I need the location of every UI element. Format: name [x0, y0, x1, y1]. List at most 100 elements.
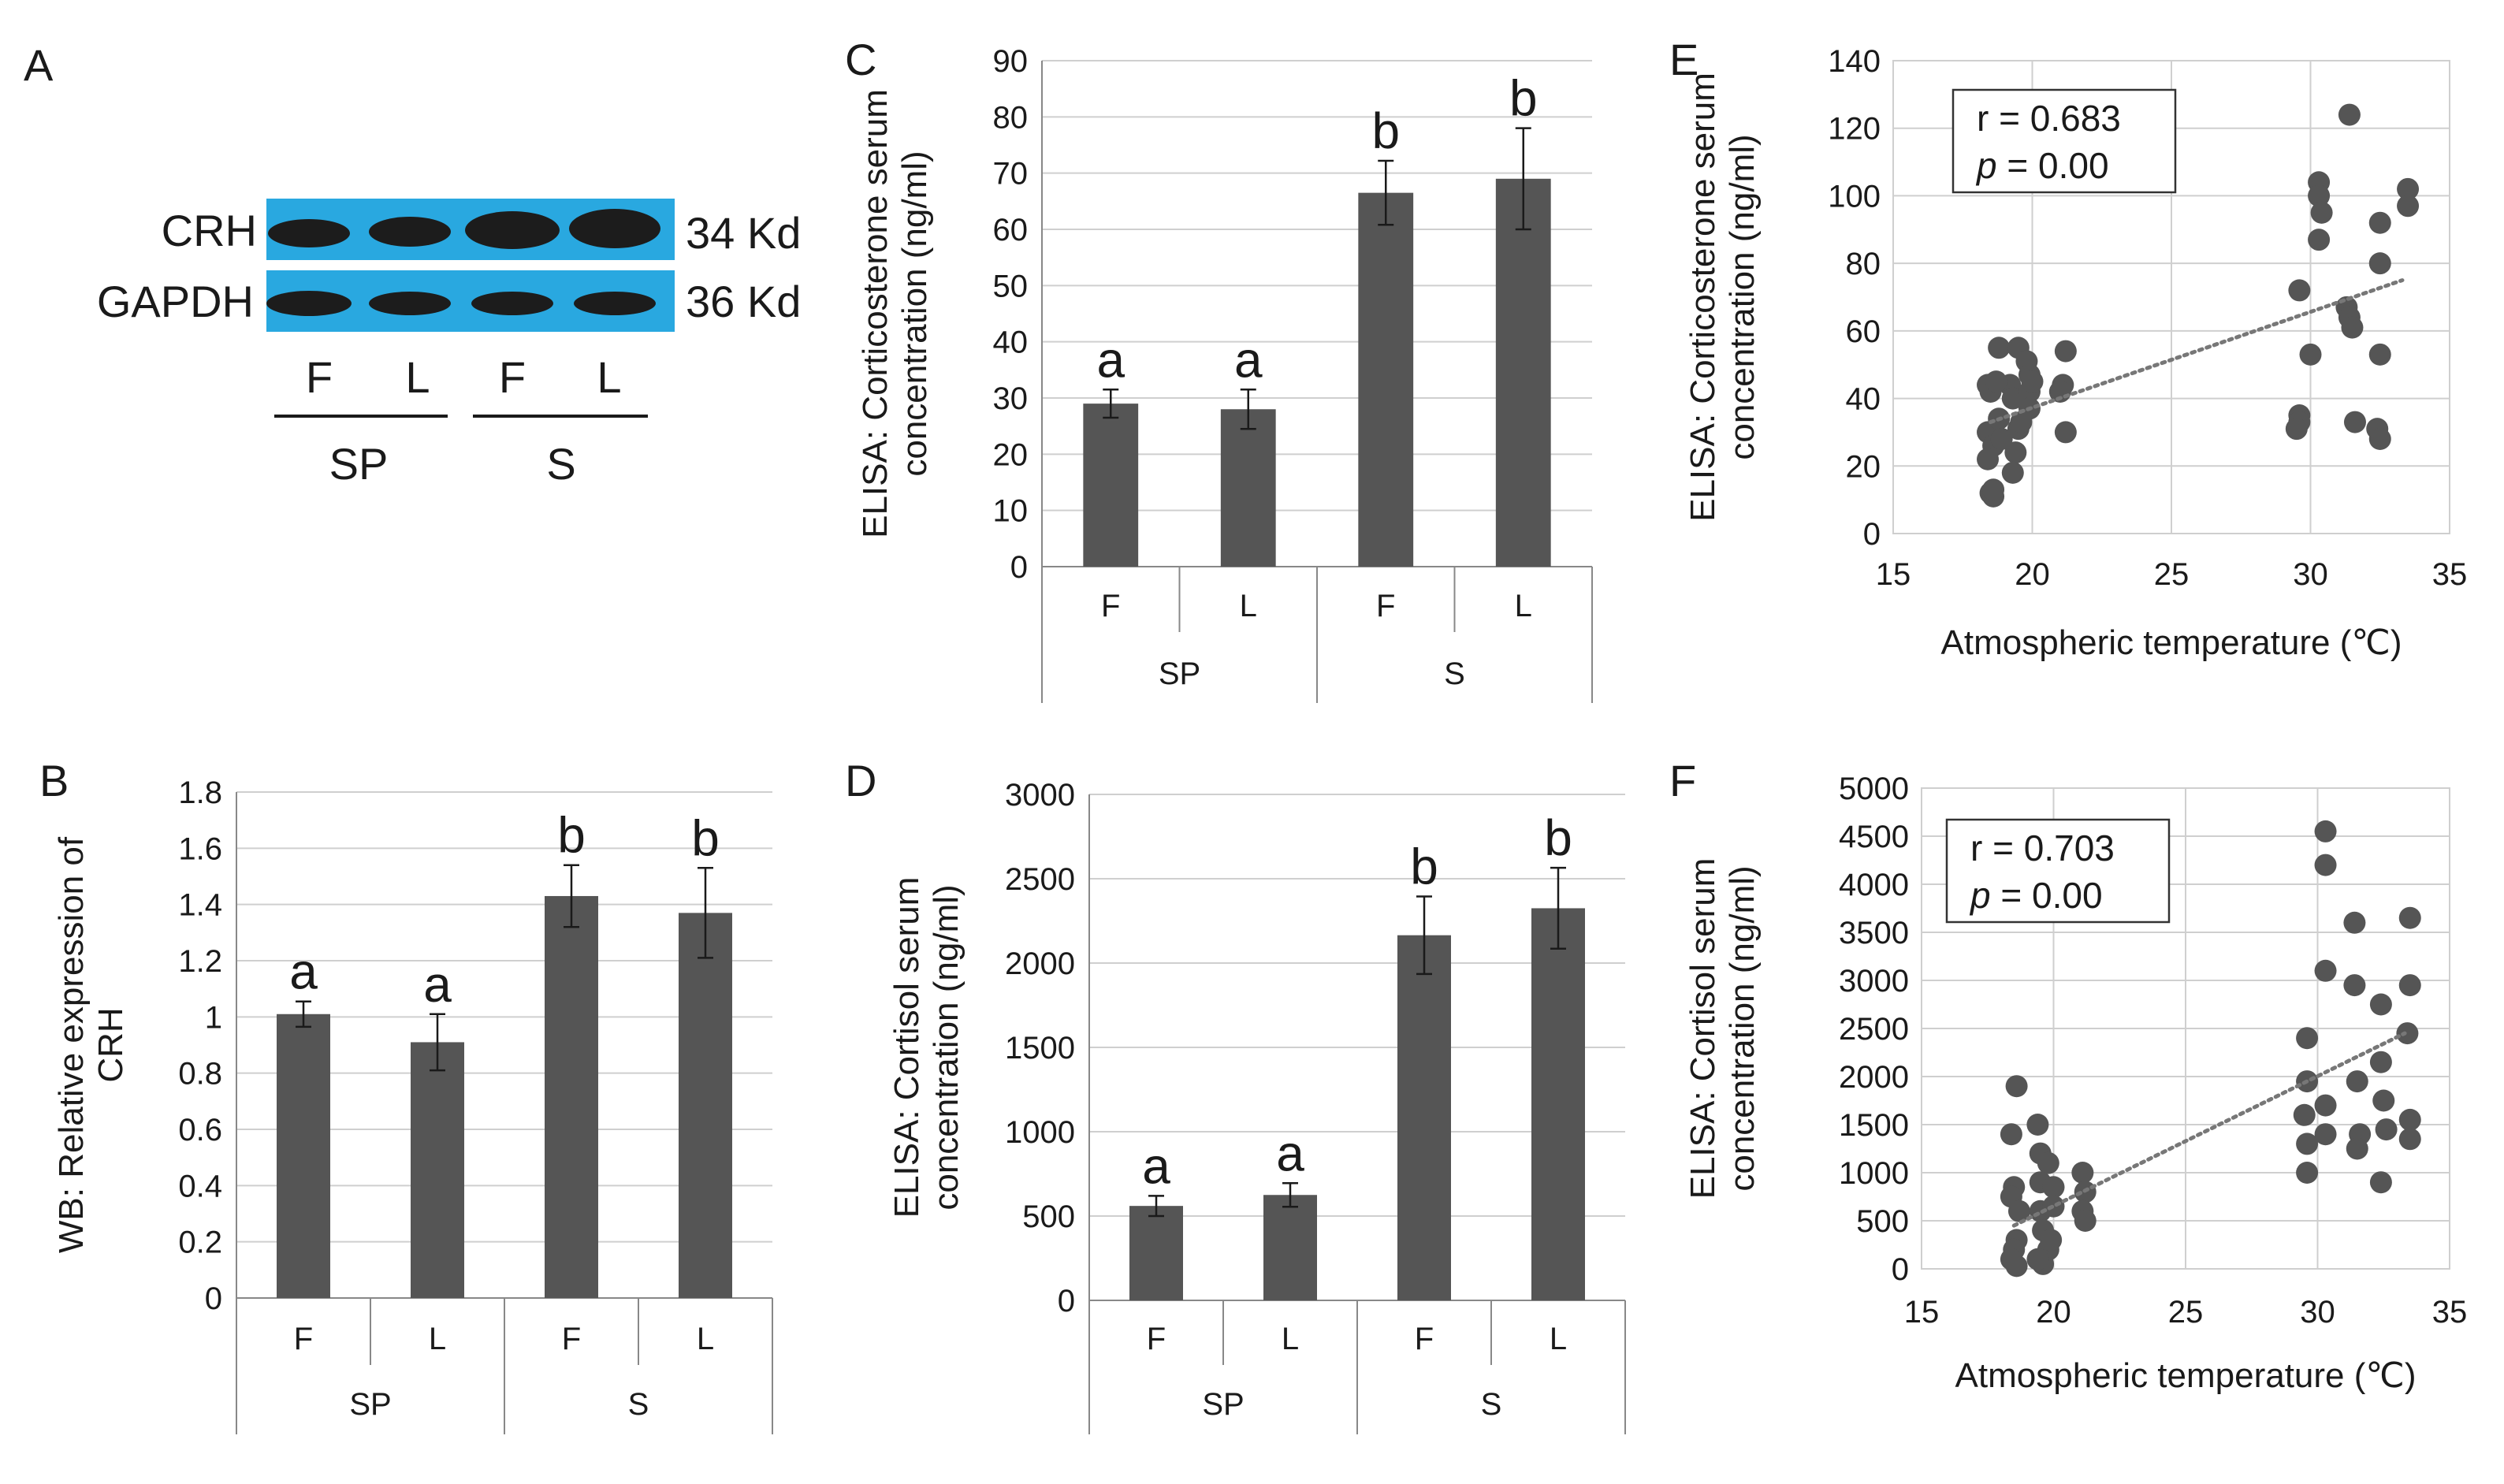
significance-letter-c: a [1096, 331, 1125, 388]
x-tick-label-b: L [429, 1322, 446, 1356]
y-tick-label-f: 1500 [1839, 1108, 1909, 1143]
scatter-point-f [2296, 1027, 2319, 1050]
x-tick-label-d: F [1147, 1322, 1166, 1356]
x-tick-label-f: 35 [2432, 1295, 2468, 1330]
x-tick-label-d: F [1415, 1322, 1434, 1356]
blot-group-label-sp: SP [329, 439, 389, 489]
group-label-c: S [1444, 656, 1465, 691]
scatter-point-f [2398, 906, 2421, 929]
scatter-point-e [2288, 279, 2311, 302]
x-tick-label-f: 30 [2300, 1295, 2335, 1330]
y-tick-label-d: 0 [1058, 1284, 1075, 1318]
significance-letter-c: b [1371, 102, 1400, 159]
scatter-point-f [2026, 1114, 2049, 1136]
scatter-point-e [2021, 370, 2044, 393]
scatter-point-f [2314, 820, 2337, 842]
band-gapdh-lane-3 [471, 292, 553, 315]
stats-box-e [1951, 88, 2177, 194]
stats-p-label-e: p [1975, 145, 1997, 186]
stats-r-f: r = 0.703 [1970, 828, 2115, 868]
bar-b [277, 1014, 330, 1298]
blot-row-label-gapdh: GAPDH [97, 277, 254, 326]
y-tick-label-e: 0 [1863, 517, 1881, 552]
x-tick-label-e: 30 [2293, 557, 2328, 592]
y-tick-label-f: 0 [1892, 1252, 1909, 1287]
scatter-point-f [2005, 1255, 2028, 1278]
stats-p-value-f: = 0.00 [1991, 875, 2103, 916]
scatter-point-e [2397, 177, 2420, 200]
x-tick-label-c: L [1515, 589, 1532, 623]
scatter-point-f [2343, 911, 2366, 934]
scatter-point-e [2054, 421, 2077, 444]
y-axis-label-e: ELISA: Corticosterone serumconcentration… [1684, 73, 1762, 522]
stats-p-f: p = 0.00 [1969, 875, 2103, 916]
bar-d [1531, 908, 1585, 1300]
y-tick-label-f: 3500 [1839, 916, 1909, 950]
y-tick-label-e: 40 [1846, 382, 1881, 417]
y-tick-label-c: 20 [993, 437, 1029, 472]
scatter-point-f [2375, 1118, 2398, 1141]
bar-b [679, 913, 732, 1298]
band-crh-lane-4 [569, 209, 660, 248]
scatter-point-f [2314, 1094, 2337, 1117]
bar-b [545, 895, 598, 1298]
significance-letter-d: a [1142, 1137, 1170, 1194]
y-tick-label-b: 1.4 [178, 888, 222, 923]
bar-c [1358, 192, 1414, 567]
scatter-point-e [2010, 411, 2033, 433]
x-tick-label-f: 20 [2036, 1295, 2071, 1330]
x-tick-label-c: L [1240, 589, 1257, 623]
group-label-c: SP [1159, 656, 1200, 691]
scatter-point-e [2001, 387, 2024, 410]
y-tick-label-b: 0.2 [178, 1226, 222, 1260]
y-tick-label-d: 2000 [1005, 947, 1075, 981]
significance-letter-c: a [1234, 331, 1263, 388]
x-tick-label-c: F [1101, 589, 1120, 623]
x-tick-label-e: 25 [2154, 557, 2190, 592]
scatter-point-f [2296, 1133, 2319, 1155]
bar-c [1495, 178, 1551, 567]
scatter-point-e [1977, 448, 2000, 470]
blot-lane-label-3: F [499, 352, 526, 402]
y-tick-label-f: 3000 [1839, 964, 1909, 999]
significance-letter-d: a [1276, 1125, 1304, 1181]
panel-label-b: B [39, 756, 69, 805]
y-tick-label-e: 100 [1828, 179, 1881, 214]
scatter-point-f [2026, 1248, 2049, 1270]
y-axis-label-c: ELISA: Corticosterone serumconcentration… [856, 89, 934, 538]
y-tick-label-f: 5000 [1839, 772, 1909, 806]
y-tick-label-d: 2500 [1005, 862, 1075, 897]
chart-d-cortisol-bar: D 0 500 1000 1500 2000 2500 3000 F L F L SP Sa a b b ELIS… [845, 756, 1626, 1434]
scatter-point-f [2346, 1137, 2368, 1160]
panel-label-c: C [845, 35, 876, 84]
y-tick-label-f: 1000 [1839, 1156, 1909, 1191]
blot-lane-label-1: F [306, 352, 333, 402]
panel-label-f: F [1669, 756, 1696, 805]
significance-letter-c: b [1509, 70, 1538, 127]
stats-p-label-f: p [1969, 875, 1991, 916]
scatter-point-f [2042, 1176, 2065, 1199]
y-axis-label-d: ELISA: Cortisol serumconcentration (ng/m… [887, 877, 966, 1218]
y-tick-label-f: 2000 [1839, 1060, 1909, 1095]
trend-line-e [1989, 278, 2405, 425]
y-tick-label-b: 1.6 [178, 831, 222, 866]
scatter-point-e [2299, 343, 2322, 366]
y-tick-label-b: 0.4 [178, 1169, 222, 1203]
y-tick-label-c: 30 [993, 381, 1029, 416]
scatter-point-f [2314, 854, 2337, 876]
scatter-point-e [2397, 195, 2420, 218]
chart-c-corticosterone-bar: C 0 10 20 30 40 50 60 70 80 90 F L F L SP Sa a b b ELISA: Co… [845, 35, 1593, 703]
bar-b [411, 1042, 464, 1298]
scatter-point-e [1985, 370, 2007, 393]
x-tick-label-e: 35 [2432, 557, 2468, 592]
x-axis-label-e: Atmospheric temperature (℃) [1941, 623, 2402, 662]
scatter-point-f [2346, 1070, 2368, 1093]
y-tick-label-b: 0.8 [178, 1057, 222, 1092]
scatter-point-f [2314, 959, 2337, 982]
y-tick-label-d: 1500 [1005, 1031, 1075, 1066]
significance-letter-d: b [1544, 809, 1572, 866]
stats-p-value-e: = 0.00 [1997, 145, 2109, 186]
y-tick-label-b: 0.6 [178, 1113, 222, 1147]
y-tick-label-d: 1000 [1005, 1115, 1075, 1150]
y-tick-label-b: 1.8 [178, 775, 222, 810]
